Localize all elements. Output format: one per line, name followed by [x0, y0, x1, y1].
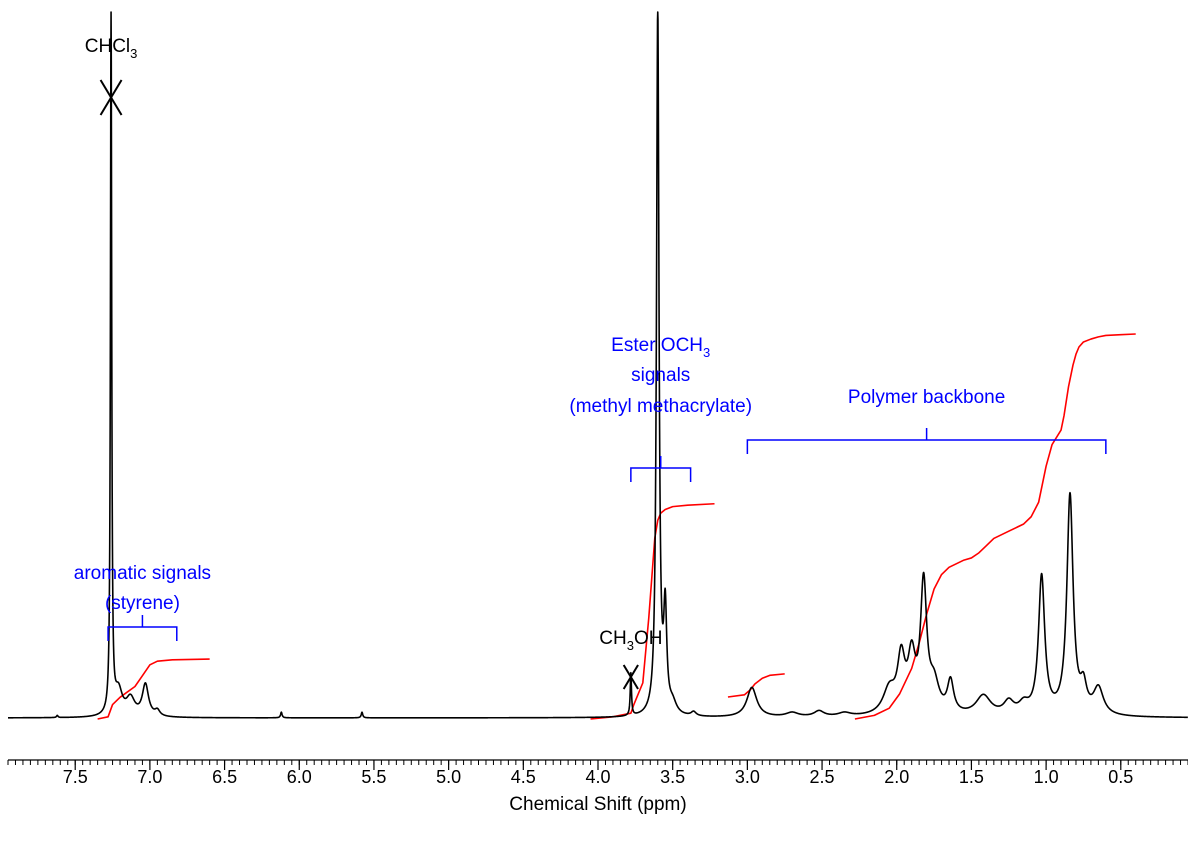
integral-curve-1	[97, 658, 210, 720]
integral-curve-3	[727, 673, 785, 698]
assignment-label: Ester OCH3	[611, 335, 710, 360]
x-tick-label: 5.5	[361, 767, 386, 787]
x-tick-label: 5.0	[436, 767, 461, 787]
cross-mark	[622, 664, 639, 690]
solvent-label: CH3OH	[599, 628, 662, 653]
cross-mark	[99, 79, 123, 116]
x-tick-label: 1.5	[959, 767, 984, 787]
assignment-label: signals	[631, 365, 690, 386]
assignment-label: aromatic signals	[74, 563, 211, 584]
integral-curve-4	[854, 333, 1136, 720]
x-tick-label: 0.5	[1108, 767, 1133, 787]
x-axis: 7.5 7.0 6.5 6.0 5.5 5.0 4.5 4.0 3.5 3.0 2.5 2.0 1.5 1…	[7, 759, 1188, 815]
x-tick-label: 3.5	[660, 767, 685, 787]
annotations: CHCl3 CH3OH aromatic signals (styrene) Ester…	[74, 36, 1107, 690]
x-tick-label: 1.0	[1034, 767, 1059, 787]
assignment-label: (methyl methacrylate)	[569, 396, 752, 417]
integral-curve-2	[590, 502, 715, 720]
x-tick-label: 2.0	[884, 767, 909, 787]
x-axis-major-ticks: 7.5 7.0 6.5 6.0 5.5 5.0 4.5 4.0 3.5 3.0 2.5 2.0 1.5 1…	[63, 760, 1133, 787]
x-tick-label: 2.5	[810, 767, 835, 787]
x-tick-label: 7.0	[137, 767, 162, 787]
assignment-bracket	[630, 467, 692, 482]
x-tick-label: 4.5	[511, 767, 536, 787]
solvent-label: CHCl3	[85, 36, 138, 61]
x-tick-label: 6.0	[287, 767, 312, 787]
x-axis-title: Chemical Shift (ppm)	[509, 794, 686, 815]
x-tick-label: 3.0	[735, 767, 760, 787]
integral-curves	[97, 333, 1136, 720]
assignment-label: (styrene)	[105, 593, 180, 614]
spectrum-line	[7, 11, 1188, 719]
x-tick-label: 6.5	[212, 767, 237, 787]
x-tick-label: 7.5	[63, 767, 88, 787]
assignment-label: Polymer backbone	[848, 387, 1005, 408]
spectrum	[7, 11, 1188, 719]
assignment-bracket	[107, 626, 178, 641]
x-tick-label: 4.0	[585, 767, 610, 787]
